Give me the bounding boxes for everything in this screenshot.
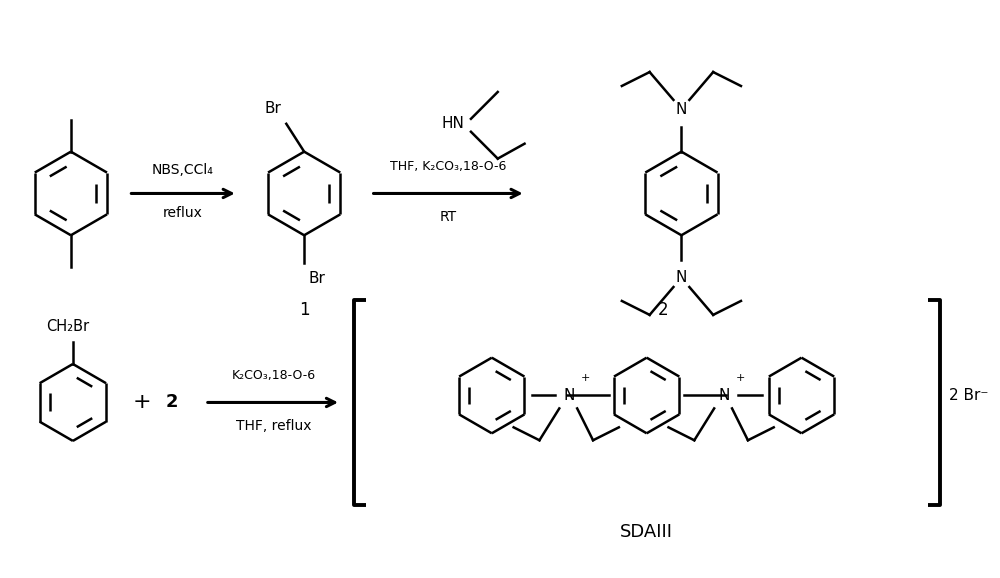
Text: NBS,CCl₄: NBS,CCl₄ <box>152 162 214 176</box>
Text: reflux: reflux <box>163 206 203 220</box>
Text: N: N <box>718 388 730 403</box>
Text: CH₂Br: CH₂Br <box>46 319 89 334</box>
Text: 2: 2 <box>658 301 669 319</box>
Text: THF, K₂CO₃,18-O-6: THF, K₂CO₃,18-O-6 <box>390 160 506 173</box>
Text: Br: Br <box>264 101 281 116</box>
Text: +: + <box>735 373 745 383</box>
Text: THF, reflux: THF, reflux <box>236 420 311 434</box>
Text: K₂CO₃,18-O-6: K₂CO₃,18-O-6 <box>231 369 315 381</box>
Text: +: + <box>580 373 590 383</box>
Text: N: N <box>564 388 575 403</box>
Text: N: N <box>676 269 687 284</box>
Text: RT: RT <box>440 210 457 224</box>
Text: HN: HN <box>442 116 465 131</box>
Text: 2 Br⁻: 2 Br⁻ <box>949 388 989 403</box>
Text: 2: 2 <box>166 394 178 412</box>
Text: Br: Br <box>308 271 325 286</box>
Text: N: N <box>676 102 687 117</box>
Text: 1: 1 <box>299 301 309 319</box>
Text: SDAIII: SDAIII <box>620 523 673 541</box>
Text: +: + <box>133 392 152 413</box>
